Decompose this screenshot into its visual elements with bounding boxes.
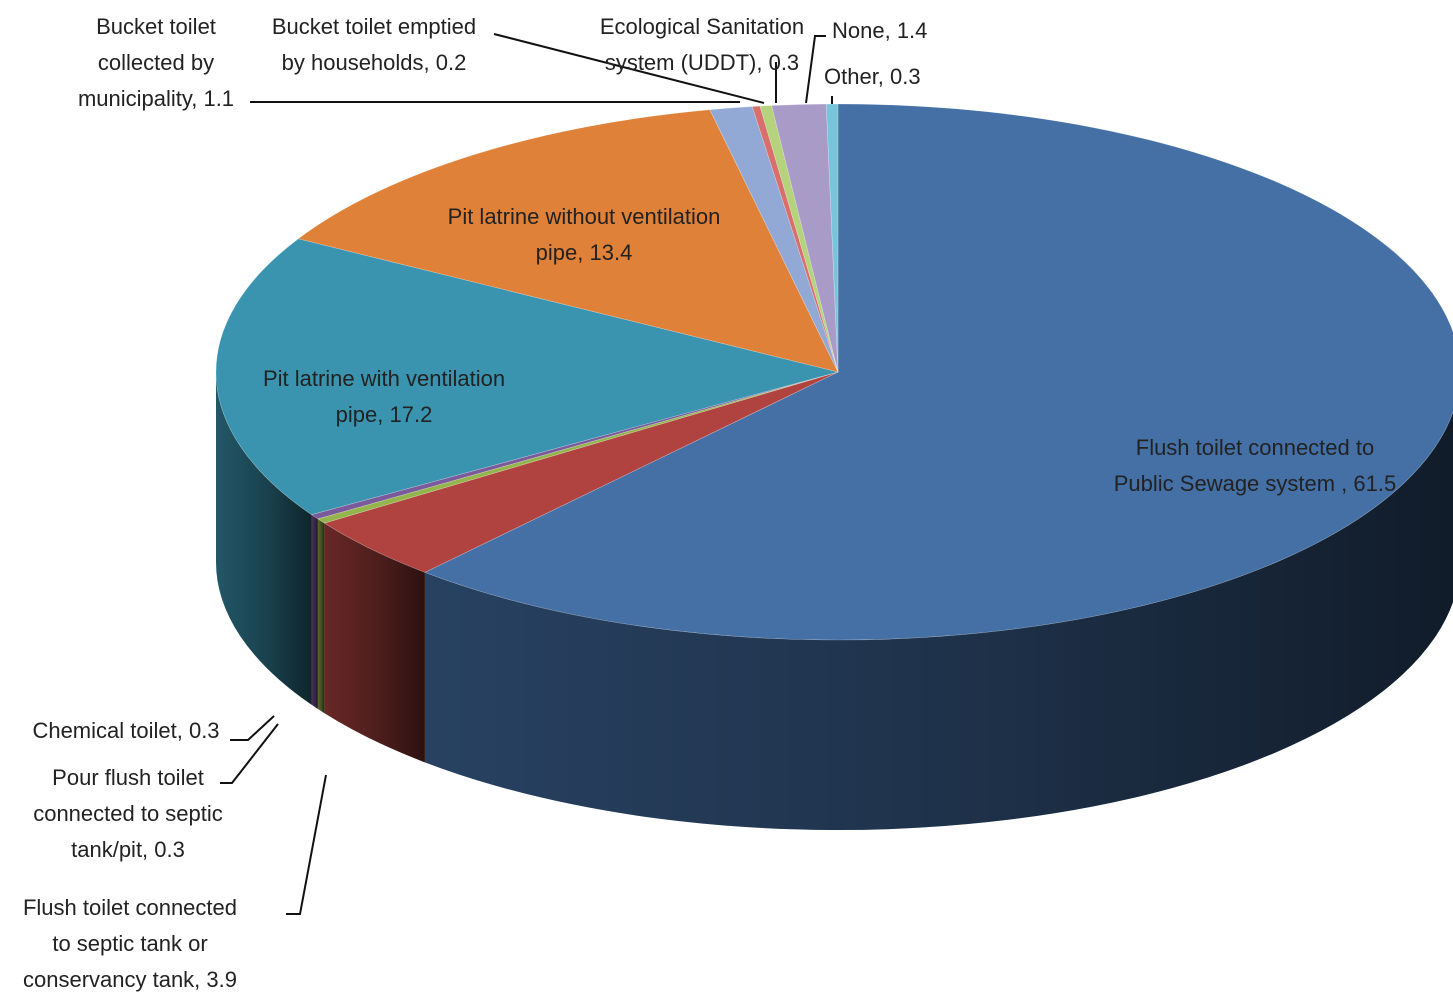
pie-side-shade-3 bbox=[311, 514, 318, 709]
pie-sides bbox=[216, 372, 1453, 830]
slice-label-7-line-1: by households, 0.2 bbox=[282, 50, 467, 75]
leader-lines bbox=[220, 33, 833, 915]
slice-label-7-line-0: Bucket toilet emptied bbox=[272, 14, 476, 39]
slice-label-6-line-2: municipality, 1.1 bbox=[78, 86, 234, 111]
slice-label-2-line-2: tank/pit, 0.3 bbox=[71, 837, 185, 862]
slice-label-1: Flush toilet connected to septic tank or c… bbox=[23, 895, 237, 992]
slice-label-8: Ecological Sanitation system (UDDT), 0.3 bbox=[600, 14, 804, 75]
slice-label-1-line-1: to septic tank or bbox=[52, 931, 207, 956]
pie-side-shade-0 bbox=[424, 411, 1453, 830]
pie-slice-0 bbox=[424, 103, 1453, 641]
slice-label-0: Flush toilet connected to Public Sewage s… bbox=[1114, 435, 1396, 496]
slice-label-4-line-0: Pit latrine with ventilation bbox=[263, 366, 505, 391]
pie-slice-4 bbox=[215, 238, 840, 515]
slice-label-3-line-0: Chemical toilet, 0.3 bbox=[32, 718, 219, 743]
pie-slice-9 bbox=[771, 103, 839, 373]
slice-label-5: Pit latrine without ventilation pipe, 13.… bbox=[448, 204, 721, 265]
pie-slice-5 bbox=[297, 109, 839, 373]
pie-slice-2 bbox=[317, 371, 839, 524]
slice-labels: Flush toilet connected to Public Sewage s… bbox=[23, 14, 1396, 992]
slice-label-4-line-1: pipe, 17.2 bbox=[336, 402, 433, 427]
pie-side-shade-1 bbox=[324, 523, 425, 763]
slice-label-2-line-0: Pour flush toilet bbox=[52, 765, 204, 790]
leader-line-3 bbox=[805, 35, 826, 104]
slice-label-9-line-0: None, 1.4 bbox=[832, 18, 927, 43]
pie-slices bbox=[215, 103, 1453, 641]
slice-label-1-line-2: conservancy tank, 3.9 bbox=[23, 967, 237, 992]
pie-side-shade-4 bbox=[216, 372, 312, 705]
slice-label-0-line-0: Flush toilet connected to bbox=[1136, 435, 1374, 460]
slice-label-2-line-1: connected to septic bbox=[33, 801, 223, 826]
leader-line-1 bbox=[493, 33, 765, 104]
slice-label-6: Bucket toilet collected by municipality, 1… bbox=[78, 14, 234, 111]
slice-label-10: Other, 0.3 bbox=[824, 64, 921, 89]
slice-label-5-line-1: pipe, 13.4 bbox=[536, 240, 633, 265]
leader-line-5 bbox=[230, 715, 275, 741]
slice-label-2: Pour flush toilet connected to septic tank… bbox=[33, 765, 223, 862]
pie-slice-1 bbox=[323, 371, 839, 573]
slice-label-0-line-1: Public Sewage system , 61.5 bbox=[1114, 471, 1396, 496]
slice-label-6-line-0: Bucket toilet bbox=[96, 14, 216, 39]
leader-line-7 bbox=[286, 774, 327, 915]
slice-label-6-line-1: collected by bbox=[98, 50, 214, 75]
pie-slice-6 bbox=[709, 106, 839, 373]
slice-label-8-line-0: Ecological Sanitation bbox=[600, 14, 804, 39]
pie-slice-3 bbox=[310, 371, 839, 520]
slice-label-4: Pit latrine with ventilation pipe, 17.2 bbox=[263, 366, 505, 427]
pie-slice-8 bbox=[759, 105, 839, 373]
slice-label-3: Chemical toilet, 0.3 bbox=[32, 718, 219, 743]
slice-label-10-line-0: Other, 0.3 bbox=[824, 64, 921, 89]
pie-side-shade-2 bbox=[317, 518, 325, 714]
pie-slice-10 bbox=[825, 103, 839, 373]
pie-slice-7 bbox=[751, 105, 839, 373]
slice-label-1-line-0: Flush toilet connected bbox=[23, 895, 237, 920]
slice-label-8-line-1: system (UDDT), 0.3 bbox=[605, 50, 799, 75]
leader-line-6 bbox=[220, 723, 279, 784]
slice-label-9: None, 1.4 bbox=[832, 18, 927, 43]
slice-label-5-line-0: Pit latrine without ventilation bbox=[448, 204, 721, 229]
slice-label-7: Bucket toilet emptied by households, 0.2 bbox=[272, 14, 476, 75]
